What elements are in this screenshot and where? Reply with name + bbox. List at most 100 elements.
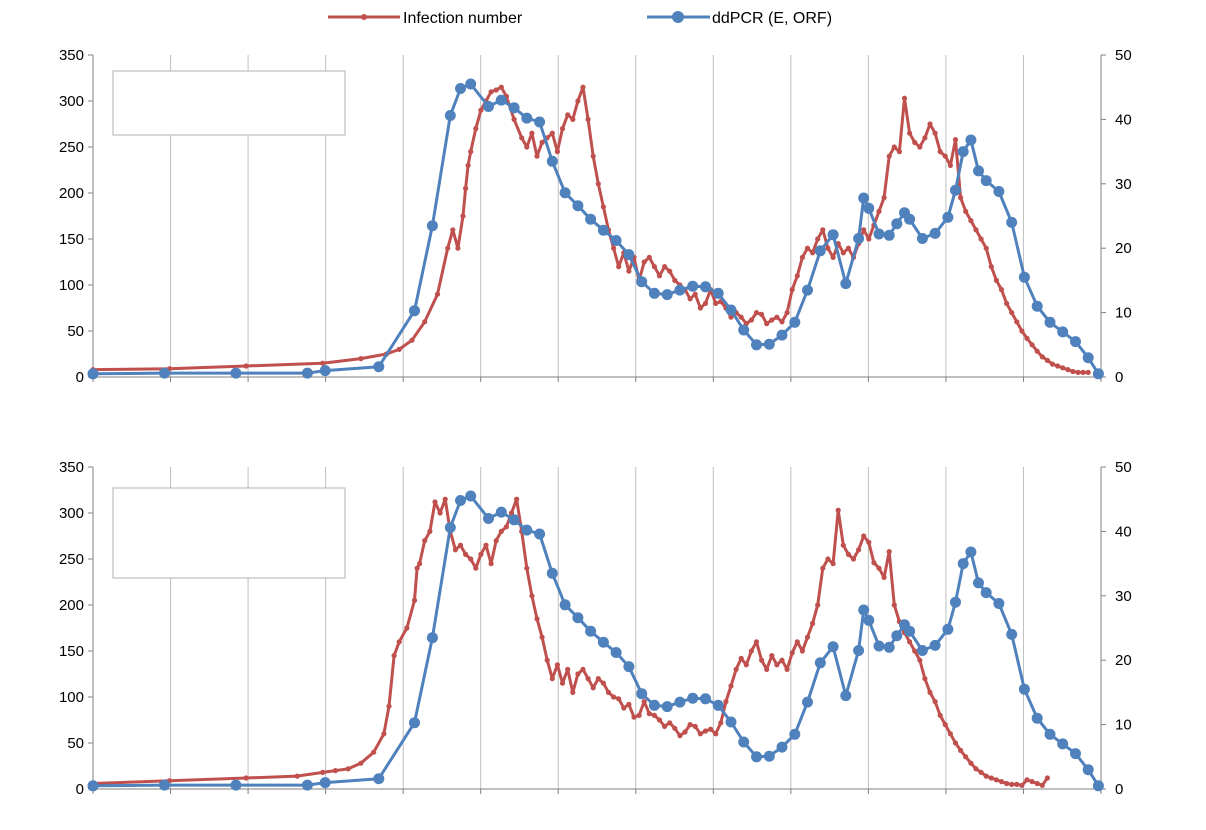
infection-point	[565, 112, 571, 118]
ddpcr-point	[1070, 748, 1081, 760]
ddpcr-point	[814, 657, 826, 669]
infection-point	[978, 236, 984, 242]
infection-point	[1004, 780, 1010, 787]
infection-point	[952, 137, 959, 143]
y2-tick-label: 10	[1115, 305, 1132, 322]
infection-point	[697, 731, 704, 737]
infection-point	[662, 723, 668, 730]
infection-point	[539, 139, 545, 145]
infection-point	[478, 107, 484, 113]
infection-point	[549, 676, 555, 682]
infection-point	[493, 538, 499, 544]
ddpcr-point	[827, 229, 839, 241]
infection-point	[473, 565, 479, 571]
infection-point	[886, 153, 892, 159]
infection-point	[243, 775, 249, 781]
infection-point	[651, 264, 658, 270]
ddpcr-point	[495, 94, 507, 106]
infection-point	[764, 666, 770, 673]
infection-point	[947, 162, 954, 168]
ddpcr-point	[1082, 764, 1094, 776]
infection-point	[575, 671, 581, 677]
infection-point	[896, 149, 903, 155]
infection-point	[840, 542, 846, 548]
ddpcr-point	[957, 146, 969, 158]
ddpcr-point	[585, 625, 597, 637]
ddpcr-point	[687, 692, 699, 704]
infection-point	[1024, 335, 1030, 341]
infection-point	[993, 277, 1000, 283]
infection-point	[998, 287, 1005, 293]
ddpcr-point	[648, 287, 660, 299]
ddpcr-point	[546, 155, 558, 167]
y2-tick-label: 0	[1115, 369, 1123, 386]
infection-point	[799, 648, 806, 654]
ddpcr-point	[853, 645, 865, 656]
infection-point	[759, 657, 765, 663]
infection-point	[738, 314, 744, 320]
infection-point	[784, 310, 790, 316]
infection-point	[626, 268, 632, 274]
legend-marker-ddpcr	[672, 11, 684, 23]
infection-point	[697, 305, 704, 311]
infection-point	[968, 760, 974, 766]
ddpcr-point	[534, 116, 546, 128]
infection-point	[320, 360, 326, 366]
infection-point	[718, 720, 724, 726]
infection-point	[580, 666, 586, 673]
infection-point	[646, 254, 652, 260]
ddpcr-point	[840, 278, 852, 290]
infection-point	[947, 731, 954, 737]
ddpcr-point	[827, 641, 839, 653]
infection-point	[320, 769, 326, 776]
ddpcr-point	[1057, 326, 1069, 338]
infection-point	[932, 699, 938, 705]
infection-point	[804, 634, 811, 640]
infection-point	[1049, 361, 1056, 367]
ddpcr-point	[301, 779, 313, 791]
infection-point	[850, 556, 857, 562]
ddpcr-point	[572, 612, 584, 624]
ddpcr-point	[763, 338, 775, 350]
infection-point	[585, 676, 591, 682]
infection-point	[728, 683, 734, 689]
ddpcr-point	[776, 329, 788, 341]
infection-point	[1080, 369, 1086, 375]
infection-point	[524, 144, 530, 150]
ddpcr-point	[763, 750, 775, 762]
ddpcr-point	[904, 213, 916, 225]
infection-point	[983, 245, 989, 251]
infection-point	[529, 593, 535, 599]
ddpcr-point	[159, 779, 170, 791]
y2-tick-label: 30	[1115, 176, 1132, 193]
ddpcr-point	[1031, 712, 1043, 724]
infection-point	[570, 689, 576, 696]
infection-point	[411, 597, 418, 604]
legend-label-infection: Infection number	[403, 10, 523, 27]
series-infection	[90, 84, 1091, 375]
infection-point	[702, 728, 709, 734]
y2-tick-label: 10	[1115, 717, 1132, 734]
infection-point	[396, 639, 402, 645]
infection-point	[820, 565, 826, 571]
infection-point	[687, 722, 693, 728]
infection-point	[891, 602, 897, 608]
ddpcr-point	[891, 630, 903, 642]
infection-point	[963, 208, 969, 214]
infection-point	[825, 556, 831, 562]
infection-point	[539, 634, 545, 640]
infection-point	[452, 547, 458, 553]
infection-point	[554, 662, 561, 668]
ddpcr-point	[863, 614, 875, 626]
infection-point	[917, 657, 923, 663]
infection-point	[702, 300, 709, 306]
ddpcr-point	[840, 690, 852, 702]
infection-point	[988, 264, 994, 270]
infection-point	[886, 549, 892, 555]
y-tick-label: 150	[59, 643, 84, 660]
ddpcr-point	[636, 688, 648, 700]
ddpcr-point	[1018, 683, 1030, 695]
infection-point	[404, 625, 410, 631]
infection-point	[585, 116, 591, 122]
